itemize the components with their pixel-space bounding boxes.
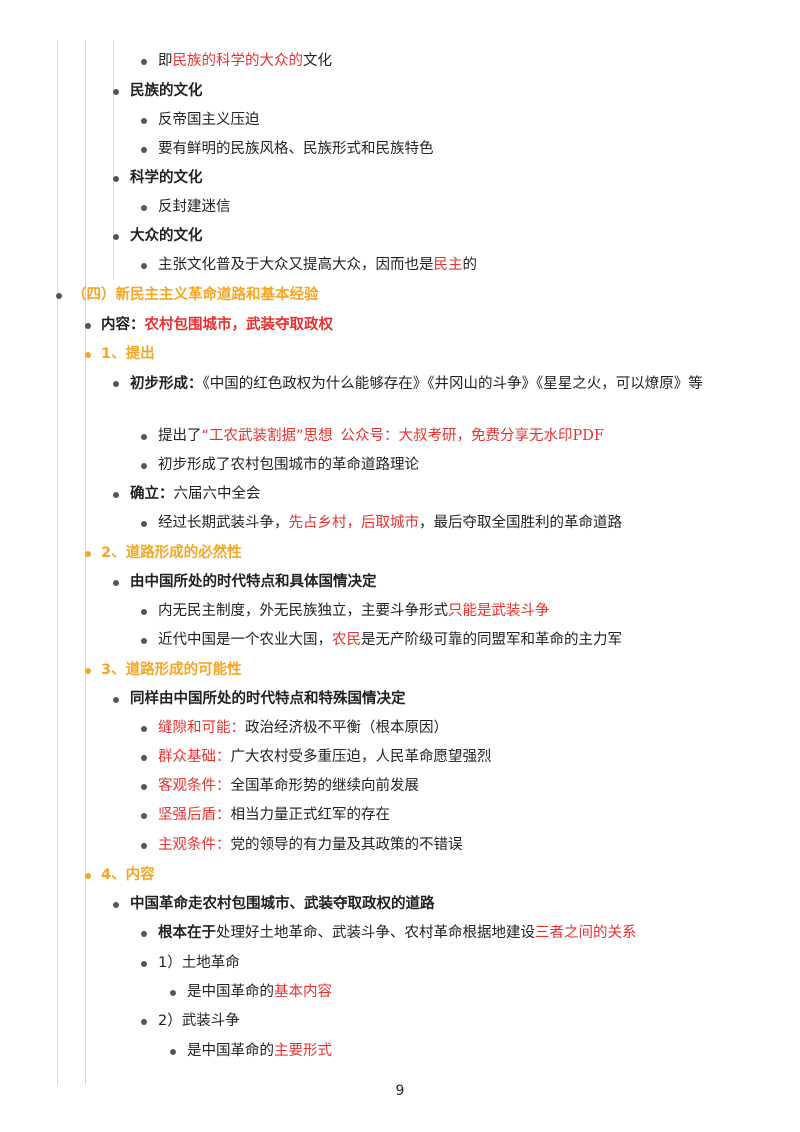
bullet-icon xyxy=(113,176,119,182)
bullet-icon xyxy=(85,352,91,358)
bullet-icon xyxy=(85,873,91,879)
bullet-icon xyxy=(141,1019,147,1025)
indent-guide xyxy=(85,40,86,1085)
bullet-icon xyxy=(141,961,147,967)
bullet-icon xyxy=(113,381,119,387)
bullet-icon xyxy=(141,205,147,211)
bullet-icon xyxy=(141,843,147,849)
bullet-icon xyxy=(113,234,119,240)
bullet-icon xyxy=(56,293,62,299)
bullet-icon xyxy=(141,813,147,819)
bullet-icon xyxy=(141,784,147,790)
bullet-icon xyxy=(141,463,147,469)
bullet-icon xyxy=(141,263,147,269)
bullet-icon xyxy=(170,1049,176,1055)
bullet-icon xyxy=(141,118,147,124)
bullet-icon xyxy=(141,726,147,732)
bullet-icon xyxy=(85,668,91,674)
bullet-icon xyxy=(141,755,147,761)
bullet-icon xyxy=(141,638,147,644)
bullet-icon xyxy=(113,580,119,586)
indent-guide xyxy=(57,40,58,1085)
indent-guide xyxy=(113,40,114,280)
bullet-icon xyxy=(141,147,147,153)
bullet-icon xyxy=(85,551,91,557)
bullet-icon xyxy=(141,59,147,65)
page-number: 9 xyxy=(395,1083,405,1099)
bullet-icon xyxy=(141,521,147,527)
bullet-icon xyxy=(113,492,119,498)
bullet-icon xyxy=(141,434,147,440)
bullet-icon xyxy=(113,89,119,95)
bullet-icon xyxy=(113,697,119,703)
bullet-icon xyxy=(141,609,147,615)
watermark-text: 公众号：大叔考研，免费分享无水印PDF xyxy=(340,428,604,444)
bullet-icon xyxy=(113,902,119,908)
bullet-icon xyxy=(141,931,147,937)
bullet-icon xyxy=(85,323,91,329)
bullet-icon xyxy=(170,990,176,996)
